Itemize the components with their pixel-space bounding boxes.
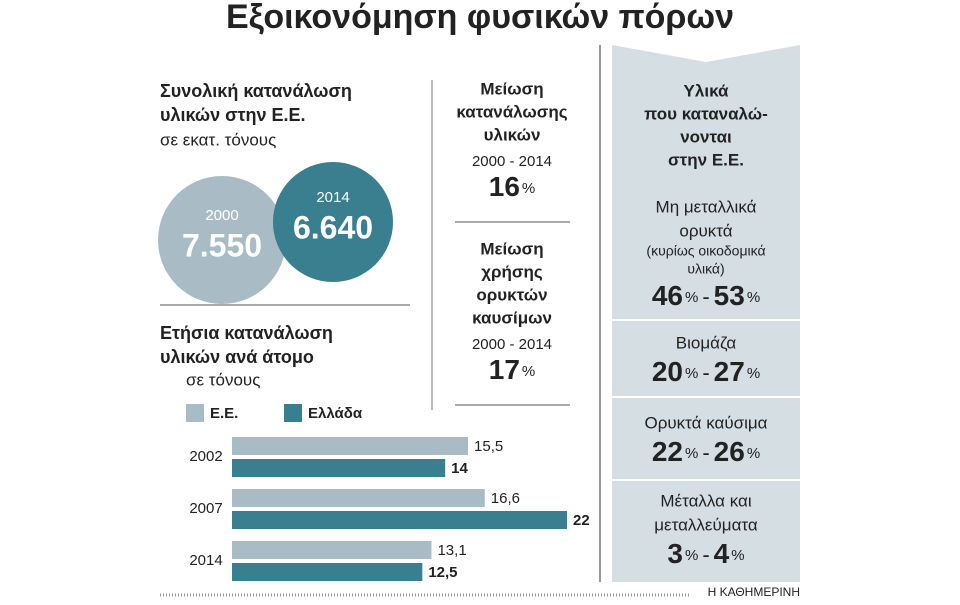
section-unit: σε εκατ. τόνους xyxy=(160,130,276,149)
value-part: 27 xyxy=(714,356,745,387)
circle-year: 2000 xyxy=(205,207,238,224)
bar xyxy=(232,489,485,507)
value-part: - xyxy=(702,542,709,567)
value-part: % xyxy=(731,547,744,564)
bar xyxy=(232,511,567,529)
value-part: 53 xyxy=(714,280,745,311)
circle-value: 7.550 xyxy=(182,227,262,263)
material-name: Μη μεταλλικά xyxy=(656,197,757,216)
reduction-title: χρήσης xyxy=(481,262,543,281)
value-part: % xyxy=(685,289,698,306)
legend-swatch xyxy=(186,404,204,422)
circle-value: 6.640 xyxy=(293,209,373,245)
reduction-title: Μείωση xyxy=(480,79,543,98)
value-part: 20 xyxy=(652,356,683,387)
material-range: 22% -26% xyxy=(652,436,760,467)
material-note: (κυρίως οικοδομικά xyxy=(646,243,765,259)
reduction-value: 17% xyxy=(489,354,536,385)
value-part: 17 xyxy=(489,354,520,385)
materials-title: Υλικά xyxy=(684,81,729,100)
reduction-title: ορυκτών xyxy=(476,285,547,304)
bar xyxy=(232,459,446,477)
reduction-period: 2000 - 2014 xyxy=(472,336,552,353)
consumption-circle xyxy=(272,161,394,283)
chart-subtitle: σε τόνους xyxy=(186,370,260,389)
category-label: 2014 xyxy=(189,552,222,569)
value-label: 16,6 xyxy=(491,490,520,507)
value-part: - xyxy=(702,360,709,385)
legend-swatch xyxy=(284,404,302,422)
materials-title: στην Ε.Ε. xyxy=(668,150,744,169)
material-name: Μέταλλα και xyxy=(660,491,751,510)
chart-title: Ετήσια κατανάλωση xyxy=(160,323,333,343)
value-part: 22 xyxy=(652,436,683,467)
materials-title: νονται xyxy=(680,127,732,146)
value-part: 16 xyxy=(489,171,520,202)
bar xyxy=(232,541,432,559)
reduction-period: 2000 - 2014 xyxy=(472,153,552,170)
value-part: % xyxy=(522,363,535,380)
reduction-title: κατανάλωσης xyxy=(456,102,567,121)
material-name: ορυκτά xyxy=(679,221,732,240)
material-name: μεταλλεύματα xyxy=(654,515,758,534)
material-range: 20% -27% xyxy=(652,356,760,387)
value-part: 46 xyxy=(652,280,683,311)
consumption-circle xyxy=(158,176,286,304)
reduction-value: 16% xyxy=(489,171,536,202)
section-title: Συνολική κατανάλωση xyxy=(160,81,352,101)
material-name: Ορυκτά καύσιμα xyxy=(644,413,767,432)
value-part: 4 xyxy=(714,538,730,569)
source: Η ΚΑΘΗΜΕΡΙΝΗ xyxy=(708,585,800,599)
legend-label: Ε.Ε. xyxy=(210,405,238,422)
material-name: Βιομάζα xyxy=(676,333,737,352)
value-part: % xyxy=(685,445,698,462)
chart-title: υλικών ανά άτομο xyxy=(160,347,314,367)
value-label: 13,1 xyxy=(437,542,466,559)
section-title: υλικών στην Ε.Ε. xyxy=(160,105,306,125)
value-part: 3 xyxy=(667,538,683,569)
reduction-title: καυσίμων xyxy=(472,308,552,327)
materials-panel xyxy=(612,45,800,582)
material-note: υλικά) xyxy=(687,261,724,277)
value-label: 14 xyxy=(451,460,468,477)
page-title: Εξοικονόμηση φυσικών πόρων xyxy=(226,0,734,36)
value-part: % xyxy=(685,365,698,382)
value-label: 12,5 xyxy=(428,564,457,581)
material-range: 46% -53% xyxy=(652,280,760,311)
materials-title: που καταναλώ- xyxy=(644,104,768,123)
value-part: % xyxy=(747,445,760,462)
value-part: 26 xyxy=(714,436,745,467)
value-part: % xyxy=(747,365,760,382)
value-part: % xyxy=(685,547,698,564)
value-label: 22 xyxy=(573,512,590,529)
value-label: 15,5 xyxy=(474,438,503,455)
bar xyxy=(232,437,469,455)
category-label: 2007 xyxy=(189,500,222,517)
bar xyxy=(232,563,423,581)
circle-year: 2014 xyxy=(316,189,349,206)
reduction-title: Μείωση xyxy=(480,239,543,258)
value-part: - xyxy=(702,440,709,465)
reduction-title: υλικών xyxy=(484,125,541,144)
category-label: 2002 xyxy=(189,448,222,465)
legend-label: Ελλάδα xyxy=(308,405,363,422)
value-part: - xyxy=(702,284,709,309)
material-range: 3% -4% xyxy=(667,538,744,569)
value-part: % xyxy=(522,180,535,197)
value-part: % xyxy=(747,289,760,306)
